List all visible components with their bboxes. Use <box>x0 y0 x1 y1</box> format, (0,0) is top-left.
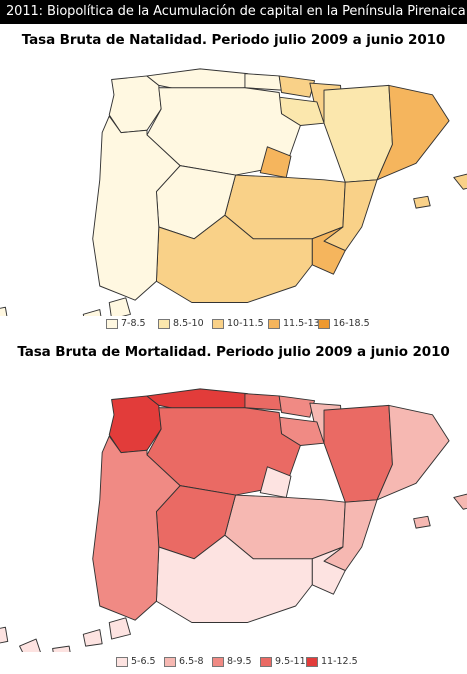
region-cantabria <box>244 73 282 91</box>
legend-natalidad: 7-8.5 8.5-10 10-11.5 11.5-13 16-18.5 <box>0 318 467 334</box>
map-mortalidad <box>0 388 467 652</box>
legend-swatch <box>212 656 224 667</box>
region-cataluna <box>376 404 450 501</box>
legend-swatch <box>268 318 280 329</box>
legend-item: 11.5-13 <box>268 318 320 329</box>
legend-item: 16-18.5 <box>318 318 370 329</box>
legend-swatch <box>306 656 318 667</box>
region-baleares <box>413 493 467 529</box>
legend-label: 11.5-13 <box>283 318 320 329</box>
region-portugal <box>92 435 181 621</box>
region-cataluna <box>376 84 450 181</box>
legend-label: 9.5-11 <box>275 656 306 667</box>
region-baleares <box>413 173 467 209</box>
map-title-mortalidad: Tasa Bruta de Mortalidad. Periodo julio … <box>17 344 450 360</box>
legend-swatch <box>116 656 128 667</box>
region-cantabria <box>244 393 282 411</box>
legend-swatch <box>318 318 330 329</box>
region-canarias <box>0 617 131 652</box>
legend-label: 7-8.5 <box>121 318 146 329</box>
legend-item: 10-11.5 <box>212 318 264 329</box>
legend-label: 16-18.5 <box>333 318 370 329</box>
legend-item: 8.5-10 <box>158 318 204 329</box>
legend-item: 7-8.5 <box>106 318 146 329</box>
legend-item: 9.5-11 <box>260 656 306 667</box>
legend-swatch <box>260 656 272 667</box>
legend-item: 11-12.5 <box>306 656 358 667</box>
legend-swatch <box>164 656 176 667</box>
region-canarias <box>0 297 131 316</box>
legend-mortalidad: 5-6.5 6.5-8 8-9.5 9.5-11 11-12.5 <box>0 656 467 672</box>
legend-label: 10-11.5 <box>227 318 264 329</box>
header-title: 2011: Biopolítica de la Acumulación de c… <box>6 4 466 19</box>
legend-label: 8.5-10 <box>173 318 204 329</box>
legend-swatch <box>106 318 118 329</box>
region-portugal <box>92 115 181 301</box>
legend-swatch <box>158 318 170 329</box>
legend-item: 5-6.5 <box>116 656 156 667</box>
legend-label: 6.5-8 <box>179 656 204 667</box>
legend-swatch <box>212 318 224 329</box>
legend-item: 6.5-8 <box>164 656 204 667</box>
region-andalucia <box>155 534 313 623</box>
legend-label: 11-12.5 <box>321 656 358 667</box>
region-pais-vasco <box>278 395 316 418</box>
map-title-natalidad: Tasa Bruta de Natalidad. Periodo julio 2… <box>21 32 446 48</box>
region-pais-vasco <box>278 75 316 98</box>
legend-label: 8-9.5 <box>227 656 252 667</box>
header-bar: 2011: Biopolítica de la Acumulación de c… <box>0 0 467 24</box>
region-andalucia <box>155 214 313 303</box>
map-natalidad <box>0 68 467 316</box>
legend-label: 5-6.5 <box>131 656 156 667</box>
region-castilla-la-mancha <box>224 494 346 560</box>
region-castilla-la-mancha <box>224 174 346 240</box>
legend-item: 8-9.5 <box>212 656 252 667</box>
